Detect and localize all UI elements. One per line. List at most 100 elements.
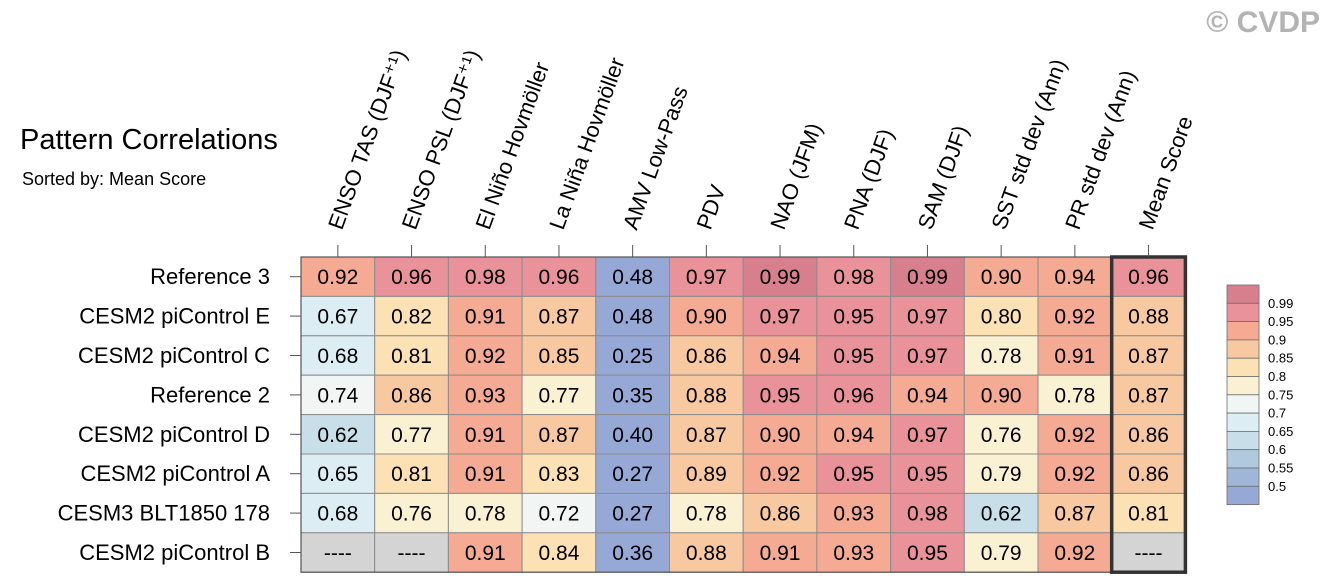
colorbar-label: 0.6 — [1268, 442, 1286, 457]
cell-value: 0.95 — [833, 345, 874, 368]
cell-value: 0.91 — [465, 542, 506, 565]
heatmap-cell — [595, 374, 670, 416]
cell-value: 0.90 — [981, 384, 1022, 407]
cell-value: 0.62 — [317, 424, 358, 447]
heatmap-cell — [595, 453, 670, 494]
cell-value: 0.93 — [833, 503, 874, 526]
cell-value: 0.91 — [465, 463, 506, 486]
cell-value: 0.83 — [539, 463, 580, 486]
colorbar-swatch — [1226, 485, 1260, 505]
cell-value: 0.95 — [907, 463, 948, 486]
heatmap-cell — [742, 295, 818, 337]
cell-value: 0.97 — [907, 345, 948, 368]
heatmap-cell — [963, 374, 1039, 416]
heatmap-cell — [816, 453, 892, 494]
cell-value: 0.72 — [539, 503, 580, 526]
heatmap-cell — [1037, 256, 1113, 297]
cell-value: 0.86 — [760, 503, 801, 526]
heatmap-cell — [963, 335, 1039, 376]
heatmap-cell — [816, 532, 892, 573]
cell-value: 0.77 — [539, 384, 580, 407]
heatmap-cell — [300, 453, 376, 494]
cell-value: 0.78 — [465, 503, 506, 526]
cell-value: 0.87 — [1128, 345, 1169, 368]
heatmap-cell — [1111, 414, 1186, 455]
cell-value: 0.96 — [539, 266, 580, 289]
heatmap-cell — [1037, 295, 1113, 337]
column-label: La Niña Hovmöller — [544, 54, 629, 233]
cell-value: ---- — [398, 542, 426, 565]
column-label: AMV Low-Pass — [618, 83, 693, 233]
heatmap-cell — [1111, 335, 1186, 376]
cell-value: 0.94 — [907, 384, 948, 407]
heatmap-cell — [300, 374, 376, 416]
heatmap-cell — [1111, 492, 1186, 534]
colorbar-label: 0.65 — [1268, 424, 1293, 439]
heatmap-cell — [1037, 453, 1113, 494]
cell-value: 0.81 — [1128, 503, 1169, 526]
heatmap-cell — [374, 256, 449, 297]
cell-value: ---- — [324, 542, 352, 565]
heatmap-cell — [595, 414, 670, 455]
cell-value: 0.99 — [907, 266, 948, 289]
heatmap-cell — [447, 374, 523, 416]
heatmap-cell — [521, 414, 597, 455]
cell-value: 0.94 — [833, 424, 874, 447]
colorbar-swatch — [1226, 376, 1260, 396]
heatmap-cell — [300, 414, 376, 455]
heatmap-cell — [374, 492, 449, 534]
heatmap-cell — [595, 295, 670, 337]
cell-value: 0.95 — [833, 306, 874, 329]
cell-value: 0.98 — [465, 266, 506, 289]
cell-value: 0.48 — [612, 266, 653, 289]
cell-value: 0.94 — [760, 345, 801, 368]
cell-value: 0.88 — [686, 542, 727, 565]
cell-value: 0.86 — [686, 345, 727, 368]
column-label: Mean Score — [1134, 113, 1198, 233]
cell-value: 0.27 — [612, 503, 653, 526]
cell-value: 0.96 — [1128, 266, 1169, 289]
cell-value: 0.48 — [612, 306, 653, 329]
cell-value: 0.68 — [317, 345, 358, 368]
row-label: CESM2 piControl C — [78, 343, 270, 368]
cell-value: 0.92 — [1054, 424, 1095, 447]
cell-value: 0.79 — [981, 463, 1022, 486]
row-label: CESM2 piControl A — [80, 461, 270, 486]
colorbar-label: 0.7 — [1268, 406, 1286, 421]
cell-value: 0.87 — [539, 306, 580, 329]
cell-value: 0.93 — [833, 542, 874, 565]
heatmap-cell — [890, 295, 965, 337]
cell-value: 0.90 — [760, 424, 801, 447]
row-label: CESM3 BLT1850 178 — [58, 501, 270, 526]
column-label: PNA (DJF) — [839, 125, 898, 232]
cell-value: 0.92 — [760, 463, 801, 486]
cell-value: 0.68 — [317, 503, 358, 526]
colorbar-swatch — [1226, 321, 1260, 341]
row-label: CESM2 piControl D — [78, 422, 270, 447]
heatmap-cell — [595, 492, 670, 534]
heatmap-cell — [1037, 414, 1113, 455]
colorbar-swatch — [1226, 430, 1260, 451]
cell-value: 0.94 — [1054, 266, 1095, 289]
cell-value: 0.97 — [907, 424, 948, 447]
cell-value: 0.92 — [1054, 306, 1095, 329]
heatmap-cell — [521, 492, 597, 534]
row-label: Reference 2 — [150, 382, 270, 407]
column-label: NAO (JFM) — [765, 120, 827, 233]
cell-value: 0.99 — [760, 266, 801, 289]
cell-value: 0.98 — [907, 503, 948, 526]
heatmap-cell — [963, 414, 1039, 455]
cell-value: 0.84 — [539, 542, 580, 565]
cell-value: 0.92 — [465, 345, 506, 368]
cell-value: 0.96 — [833, 384, 874, 407]
cell-value: 0.27 — [612, 463, 653, 486]
heatmap-cell — [521, 335, 597, 376]
heatmap-cell — [890, 335, 965, 376]
colorbar-swatch — [1226, 394, 1260, 414]
heatmap-cell — [963, 532, 1039, 573]
cell-value: 0.78 — [981, 345, 1022, 368]
column-label: PR std dev (Ann) — [1060, 67, 1141, 233]
heatmap-cell — [890, 453, 965, 494]
cell-value: 0.78 — [1054, 384, 1095, 407]
cell-value: 0.95 — [760, 384, 801, 407]
